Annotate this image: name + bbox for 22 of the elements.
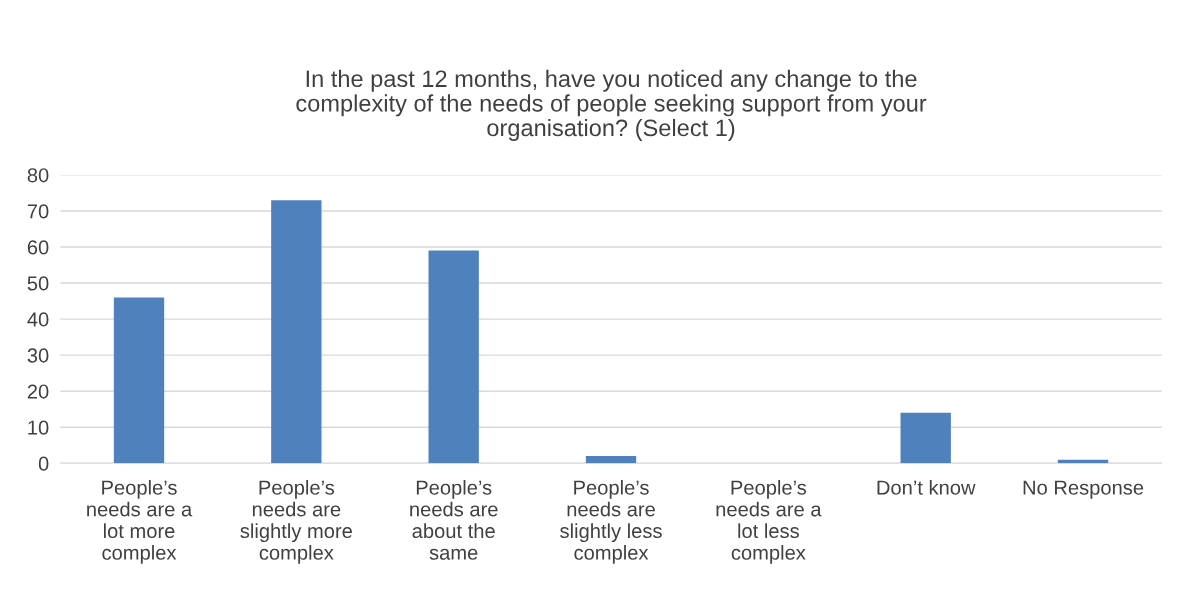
bar [585, 456, 637, 464]
y-tick-label: 30 [27, 348, 49, 363]
y-tick-label: 60 [27, 240, 49, 255]
bar [900, 412, 951, 464]
chart-title: In the past 12 months, have you noticed any change to the complexity of the needs of people seeking support from your organisation? (Select 1) [296, 69, 927, 141]
x-tick-label: Don’t know [877, 479, 976, 495]
y-tick-label: 50 [27, 276, 49, 291]
y-tick-label: 20 [27, 384, 49, 399]
bar [113, 297, 165, 464]
x-tick-label: People’s needs are a lot more complex [87, 479, 193, 564]
x-tick-label: People’s needs are a lot less complex [716, 479, 822, 564]
y-tick-label: 40 [27, 312, 49, 327]
x-tick-label: People’s needs are slightly more complex [240, 479, 352, 564]
y-tick-label: 80 [27, 168, 49, 183]
bar [428, 250, 479, 464]
bar [271, 200, 322, 464]
x-tick-label: People’s needs are about the same [410, 479, 498, 560]
y-tick-label: 10 [28, 420, 49, 435]
y-tick-label: 0 [38, 456, 49, 471]
y-tick-label: 70 [27, 204, 49, 219]
x-tick-label: People’s needs are slightly less complex [560, 479, 662, 564]
x-tick-label: No Response [1023, 480, 1144, 499]
